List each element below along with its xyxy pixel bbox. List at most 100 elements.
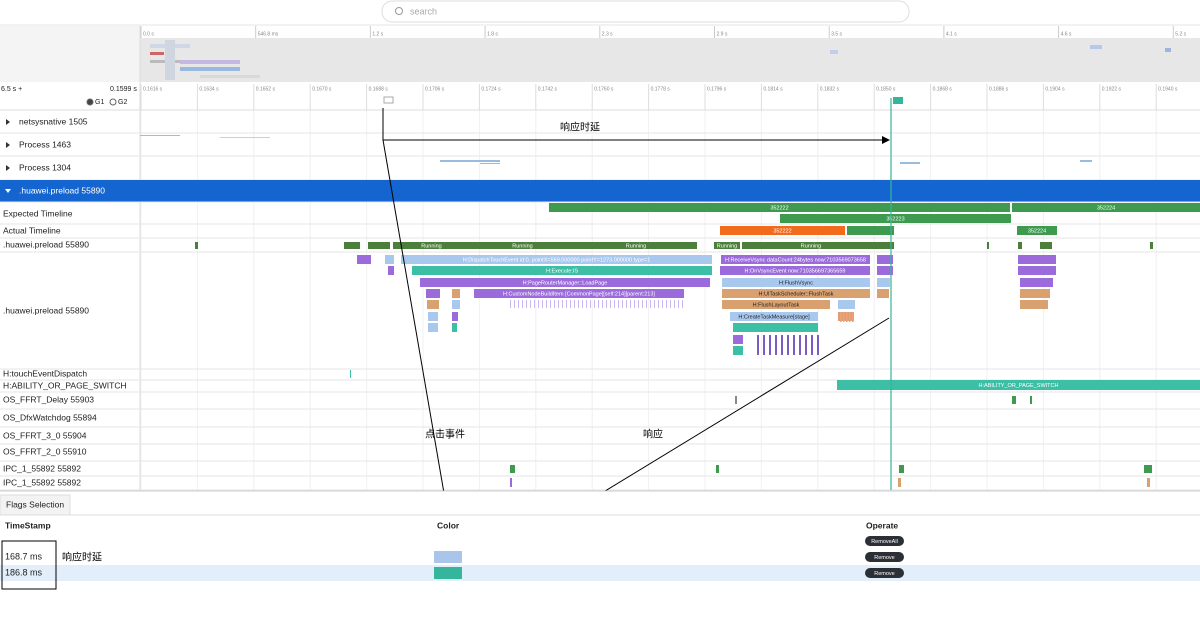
slice (558, 300, 559, 308)
expand-arrow[interactable] (5, 189, 11, 193)
slice (899, 465, 904, 473)
total-time: 6.5 s + (1, 86, 22, 93)
slice-label: 352222 (770, 205, 788, 211)
expand-arrow[interactable] (6, 119, 10, 125)
row-label: netsysnative 1505 (19, 116, 88, 126)
slice (574, 300, 575, 308)
slice (530, 300, 531, 308)
row-label: .huawei.preload 55890 (19, 185, 105, 195)
group-radio[interactable] (109, 98, 117, 106)
row-label: OS_FFRT_Delay 55903 (3, 394, 94, 404)
slice (518, 300, 519, 308)
slice (674, 300, 675, 308)
row-label: OS_FFRT_2_0 55910 (3, 446, 87, 456)
row-label: IPC_1_55892 55892 (3, 463, 81, 473)
row-label: OS_DfxWatchdog 55894 (3, 412, 97, 422)
ruler-tick-label: 0.1760 s (594, 86, 614, 92)
overview-activity (200, 75, 260, 78)
color-swatch[interactable] (434, 551, 462, 563)
slice (634, 300, 635, 308)
group-radio[interactable] (86, 98, 94, 106)
slice (877, 278, 890, 287)
ruler-tick-label: 0.1940 s (1158, 86, 1178, 92)
ruler-tick-label: 0.1778 s (651, 86, 671, 92)
overview-activity (150, 52, 164, 55)
span-time: 0.1599 s (110, 86, 137, 93)
slice (428, 312, 438, 321)
slice (763, 335, 765, 355)
slice (575, 242, 697, 249)
slice-label: Running (626, 243, 647, 249)
color-swatch[interactable] (434, 567, 462, 579)
column-header: Color (437, 520, 460, 530)
expand-arrow[interactable] (6, 142, 10, 148)
slice (1020, 300, 1048, 309)
annotation: 响应时延 (560, 121, 600, 134)
slice (412, 266, 712, 275)
slice (1040, 242, 1052, 249)
slice (562, 300, 563, 308)
button[interactable] (865, 536, 904, 546)
slice-label: H:CustomNodeBuildItem [CommonPage][self:… (503, 291, 655, 297)
ruler-tick-label: 0.1706 s (425, 86, 445, 92)
slice (510, 300, 511, 308)
slice (840, 312, 842, 322)
timestamp: 168.7 ms (5, 551, 43, 561)
slice (646, 300, 647, 308)
slice (610, 300, 611, 308)
search-box[interactable] (381, 0, 910, 23)
overview-tick-label: 1.8 s (487, 31, 498, 37)
slice-label: H:UITaskScheduler::FlushTask (759, 291, 834, 297)
slice (769, 335, 771, 355)
slice (733, 335, 743, 344)
ruler-tick-label: 0.1688 s (369, 86, 389, 92)
slice (586, 300, 587, 308)
slice (526, 300, 527, 308)
row-label: Expected Timeline (3, 208, 73, 218)
row-label: Process 1463 (19, 139, 71, 149)
button[interactable] (865, 552, 904, 562)
slice-label: H:Execute:IS (546, 268, 578, 274)
overview-tick-label: 2.9 s (717, 31, 728, 37)
slice (716, 465, 719, 473)
button-label: RemoveAll (871, 539, 898, 545)
slice-label: Running (801, 243, 822, 249)
timestamp: 186.8 ms (5, 567, 43, 577)
slice (578, 300, 579, 308)
ruler-tick-label: 0.1670 s (312, 86, 332, 92)
slice-label: 352224 (1028, 228, 1046, 234)
ruler-tick-label: 0.1634 s (199, 86, 219, 92)
button[interactable] (865, 568, 904, 578)
slice (638, 300, 639, 308)
slice (805, 335, 807, 355)
group-label: G1 (95, 99, 104, 106)
slice-label: 352222 (773, 228, 791, 234)
slice (654, 300, 655, 308)
overview-activity (180, 67, 240, 71)
slice-label: H:FlushLayoutTask (753, 302, 800, 308)
search-placeholder: search (410, 6, 437, 16)
slice (195, 242, 198, 249)
slice (554, 300, 555, 308)
slice (510, 465, 515, 473)
overview (140, 38, 1200, 82)
slice (1144, 465, 1152, 473)
slice (606, 300, 607, 308)
slice (775, 335, 777, 355)
expand-arrow[interactable] (6, 165, 10, 171)
slice (733, 346, 743, 355)
slice (570, 300, 571, 308)
overview-tick-label: 4.1 s (946, 31, 957, 37)
slice-label: H:OnVsyncEvent now:710356697365659 (745, 268, 846, 274)
slice (614, 300, 615, 308)
slice (388, 266, 394, 275)
slice (1012, 203, 1200, 212)
flag[interactable] (383, 96, 394, 104)
slice (602, 300, 603, 308)
slice (846, 312, 848, 322)
slice (538, 300, 539, 308)
flag[interactable] (893, 97, 903, 104)
overview-tick-label: 3.5 s (831, 31, 842, 37)
slice (1018, 255, 1056, 264)
